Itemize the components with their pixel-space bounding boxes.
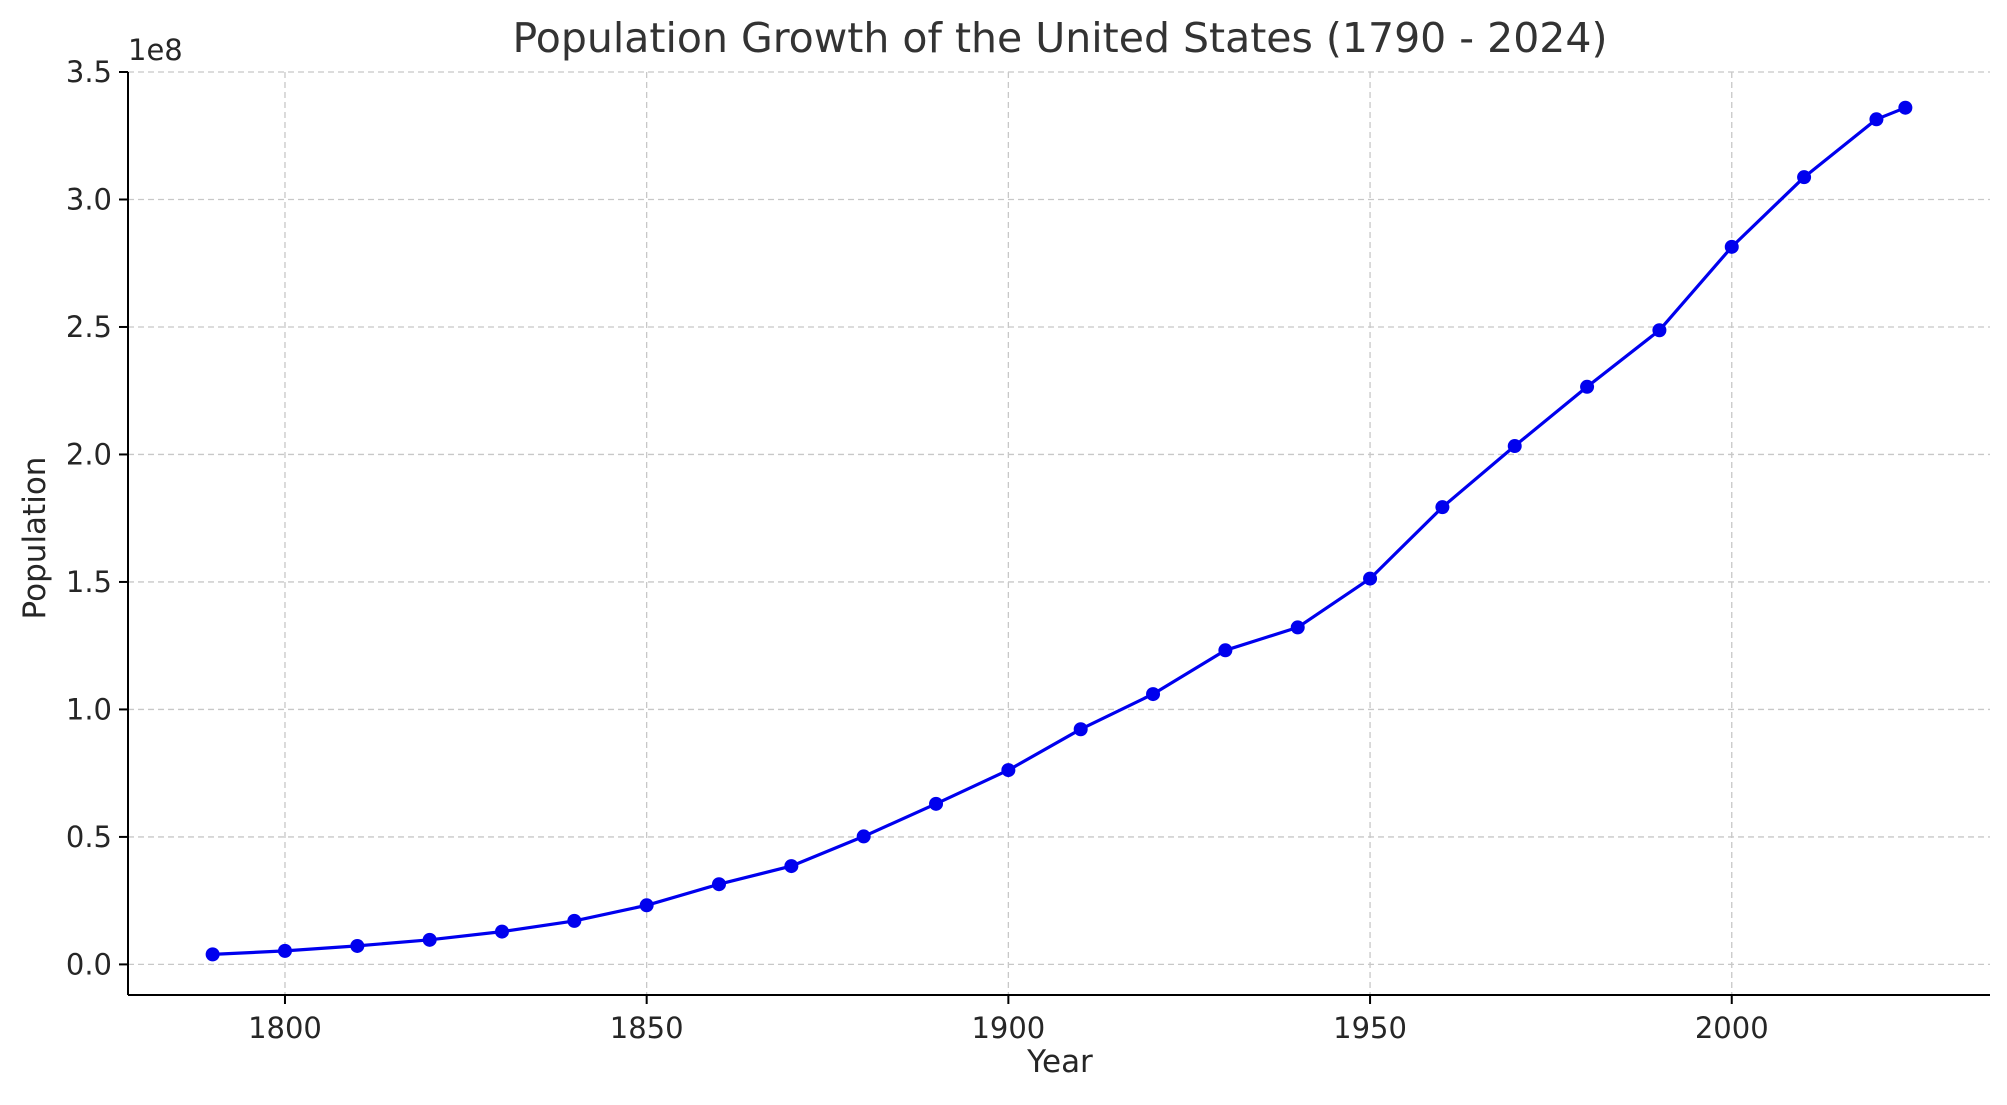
data-point: [1290, 620, 1305, 635]
data-point: [422, 932, 437, 947]
grid-lines: [128, 71, 1990, 995]
data-point: [1218, 643, 1233, 658]
x-tick-label: 1900: [971, 1011, 1045, 1045]
data-point: [1724, 239, 1739, 254]
data-point: [856, 829, 871, 844]
series-line: [212, 106, 1906, 956]
y-tick-label: 3.5: [66, 55, 112, 89]
data-point: [1869, 112, 1884, 127]
data-point: [1146, 687, 1161, 702]
chart-title: Population Growth of the United States (…: [513, 14, 1608, 62]
y-tick-label: 0.0: [66, 947, 112, 981]
series-population: [205, 100, 1913, 962]
x-tick-label: 1800: [248, 1011, 322, 1045]
data-point: [639, 898, 654, 913]
data-point: [784, 859, 799, 874]
tick-marks-and-labels: 1800 1850 1900 1950 2000 0.0 0.5 1.0 1.5 2.0 2.5 3.…: [66, 55, 1769, 1045]
data-point: [1073, 722, 1088, 737]
y-tick-label: 2.5: [66, 310, 112, 344]
data-point: [1507, 439, 1522, 454]
y-tick-label: 1.5: [66, 565, 112, 599]
data-point: [350, 938, 365, 953]
y-tick-label: 1.0: [66, 692, 112, 726]
data-point: [1898, 100, 1913, 115]
y-axis-label: Population: [17, 457, 53, 620]
x-tick-label: 2000: [1695, 1011, 1769, 1045]
y-tick-label: 3.0: [66, 182, 112, 216]
x-axis-label: Year: [1026, 1044, 1093, 1080]
y-tick-label: 0.5: [66, 820, 112, 854]
data-point: [205, 947, 220, 962]
data-point: [494, 924, 509, 939]
data-point: [567, 913, 582, 928]
x-tick-label: 1950: [1333, 1011, 1407, 1045]
data-point: [1001, 763, 1016, 778]
y-tick-label: 2.0: [66, 437, 112, 471]
data-point: [1435, 500, 1450, 515]
data-point: [1797, 170, 1812, 185]
data-point: [1363, 571, 1378, 586]
data-point: [929, 796, 944, 811]
x-tick-label: 1850: [610, 1011, 684, 1045]
data-point: [1580, 379, 1595, 394]
data-point: [277, 943, 292, 958]
axes: [127, 72, 1990, 996]
data-point: [1652, 323, 1667, 338]
y-axis-offset-label: 1e8: [128, 33, 183, 67]
data-point: [712, 877, 727, 892]
